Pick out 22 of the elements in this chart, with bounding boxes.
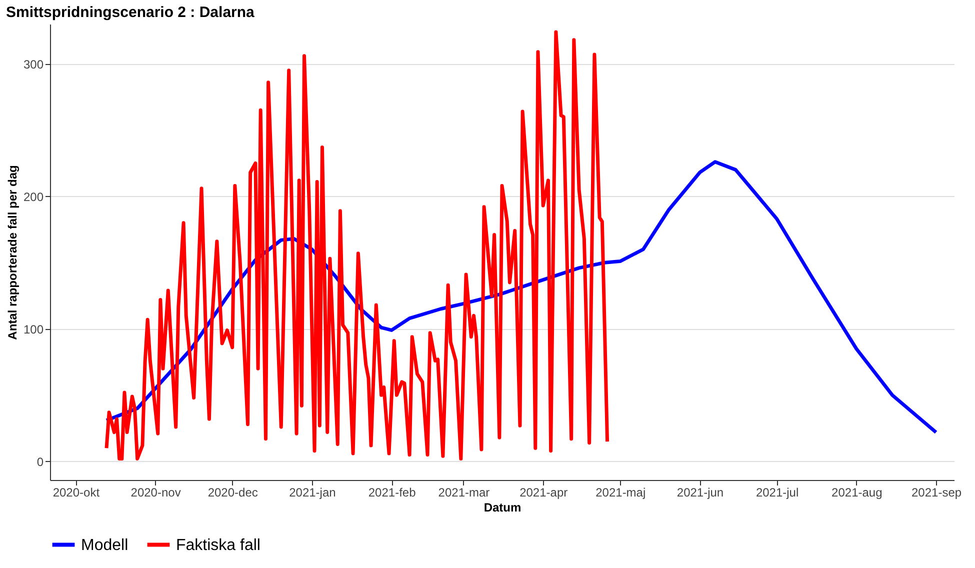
x-tick-label: 2021-sep	[912, 486, 962, 500]
x-tick-label: 2020-dec	[208, 486, 258, 500]
x-tick-label: 2021-mar	[438, 486, 490, 500]
y-axis-title: Antal rapporterade fall per dag	[5, 165, 20, 340]
y-tick-label: 300	[23, 57, 44, 72]
x-tick-label: 2020-okt	[52, 486, 100, 500]
x-tick-label: 2021-jun	[676, 486, 724, 500]
chart-title: Smittspridningscenario 2 : Dalarna	[6, 4, 256, 21]
line-series	[104, 30, 610, 461]
x-tick-label: 2021-jul	[756, 486, 799, 500]
legend-label: Faktiska fall	[176, 536, 260, 554]
y-tick-label: 100	[23, 322, 44, 336]
x-tick-label: 2020-nov	[130, 486, 181, 500]
x-tick-label: 2021-jan	[289, 486, 336, 500]
x-tick-label: 2021-apr	[520, 486, 568, 500]
x-tick-label: 2021-aug	[832, 486, 882, 500]
legend-label: Modell	[81, 536, 128, 554]
x-tick-label: 2021-maj	[596, 486, 646, 500]
x-axis-title: Datum	[484, 500, 522, 514]
y-tick-label: 200	[23, 190, 44, 204]
x-tick-label: 2021-feb	[368, 486, 416, 500]
y-tick-label: 0	[36, 454, 44, 469]
